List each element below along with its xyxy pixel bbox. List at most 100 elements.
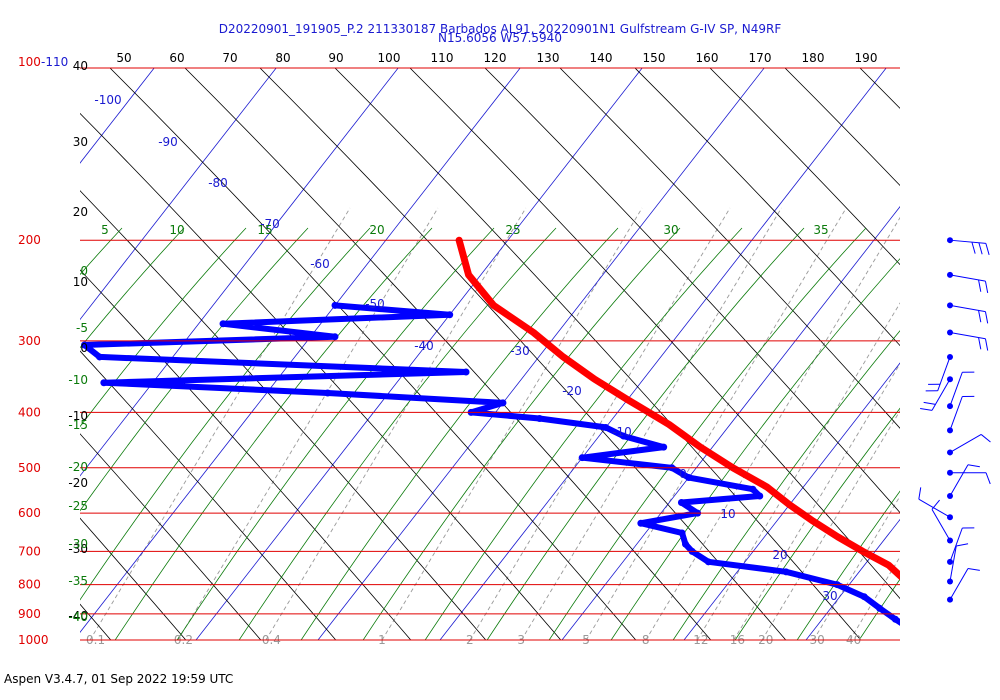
dewpoint-point [80,341,88,349]
moist-adiabat-line [80,227,123,276]
wind-barb-flag [967,567,980,571]
dry-adiabat-line [935,68,1000,680]
dewpoint-point [619,432,627,440]
wind-barb-flag [918,487,922,500]
dewpoint-point [100,379,108,387]
chart-title-line1: D20220901_191905_P.2 211330187 Barbados … [219,22,782,36]
dry-adiabat-label: 10 [73,275,88,289]
wind-barb-shaft [918,498,951,518]
top-temperature-tick: 60 [169,51,184,65]
pressure-label: 1000 [18,633,49,647]
dewpoint-point [685,474,693,482]
moist-adiabat-line [362,227,681,640]
wind-barb-flag [984,338,989,351]
mixing-ratio-line [696,302,900,640]
moist-adiabat-label: 20 [369,223,384,237]
pressure-label: 400 [18,405,41,419]
dry-adiabat-line [634,68,900,347]
isotherm-label: 20 [772,548,787,562]
moist-adiabat-label: 0 [80,264,88,278]
moist-adiabat-line [796,490,900,640]
top-temperature-tick: 90 [328,51,343,65]
dewpoint-point [682,540,690,548]
wind-barb-flag [971,241,976,254]
top-temperature-tick: 100 [378,51,401,65]
isotherm-label: -30 [510,344,530,358]
moist-adiabat-line [80,227,185,349]
isotherm-label: 10 [720,507,735,521]
isotherm-label: -20 [562,384,582,398]
dry-adiabat-label: 0 [80,341,88,355]
isotherm-label: -50 [365,297,385,311]
isotherm-label: -40 [414,339,434,353]
dewpoint-point [499,399,507,407]
top-temperature-tick: 190 [855,51,878,65]
mixing-ratio-line [733,362,900,640]
isotherm-label: -70 [260,217,280,231]
dry-adiabat-line [259,68,787,640]
mixing-ratio-line [813,495,900,640]
wind-barb-shaft [949,239,986,244]
mixing-ratio-line [645,216,900,640]
pressure-label: 100 [18,55,41,69]
wind-barb-shaft [949,396,963,431]
wind-barb-flag [984,311,989,324]
mixing-ratio-line [381,207,643,640]
wind-barb-flag [920,407,933,411]
top-temperature-tick: 50 [116,51,131,65]
dry-adiabat-line [484,68,900,514]
wind-barb-flag [931,499,940,510]
wind-barb-shaft [949,304,986,313]
pressure-label: 900 [18,607,41,621]
isotherm-line [805,518,900,640]
moist-adiabat-label: -30 [68,537,88,551]
wind-barb-flag [923,401,936,405]
dewpoint-point [331,301,339,309]
moist-adiabat-line [300,227,619,640]
dewpoint-point [324,389,332,397]
plot-inner [80,68,1000,680]
wind-barb-flag [978,310,982,323]
dewpoint-point [756,492,764,500]
dry-adiabat-line [184,68,712,640]
top-temperature-tick: 170 [749,51,772,65]
chart-title-line2: N15.6056 W57.5940 [438,31,562,45]
dry-adiabat-label: -40 [68,609,88,623]
isotherm-line [317,68,765,640]
top-temperature-tick: 180 [802,51,825,65]
pressure-label: 200 [18,233,41,247]
isotherm-label: 30 [822,589,837,603]
dewpoint-point [749,485,757,493]
dry-adiabat-label: 40 [73,59,88,73]
dewpoint-point [331,333,339,341]
wind-barb-shaft [931,378,951,411]
footer-text: Aspen V3.4.7, 01 Sep 2022 19:59 UTC [4,672,234,686]
isotherm-label: -10 [612,425,632,439]
moist-adiabat-label: -15 [68,418,88,432]
moist-adiabat-label: 10 [169,223,184,237]
mixing-ratio-line [585,207,847,640]
dry-adiabat-line [80,350,337,640]
dry-adiabat-line [559,68,900,429]
top-temperature-tick: 140 [590,51,613,65]
dry-adiabat-label: -10 [68,409,88,423]
dewpoint-point [908,626,915,633]
dewpoint-point [678,529,686,537]
dewpoint-point [925,637,932,644]
pressure-label: -110 [41,55,68,69]
dewpoint-point [876,604,884,612]
wind-barb-flag [984,281,989,294]
dry-adiabat-label: 20 [73,205,88,219]
dewpoint-point [677,499,685,507]
top-temperature-tick: 130 [537,51,560,65]
wind-barb-flag [956,543,969,547]
wind-barb-flag [985,472,991,485]
moist-adiabat-label: -25 [68,499,88,513]
dewpoint-trace [81,302,900,626]
pressure-label: 300 [18,334,41,348]
moist-adiabat-label: 30 [663,223,678,237]
top-temperature-tick: 150 [643,51,666,65]
dry-adiabat-label: -20 [68,476,88,490]
dewpoint-point [704,558,712,566]
